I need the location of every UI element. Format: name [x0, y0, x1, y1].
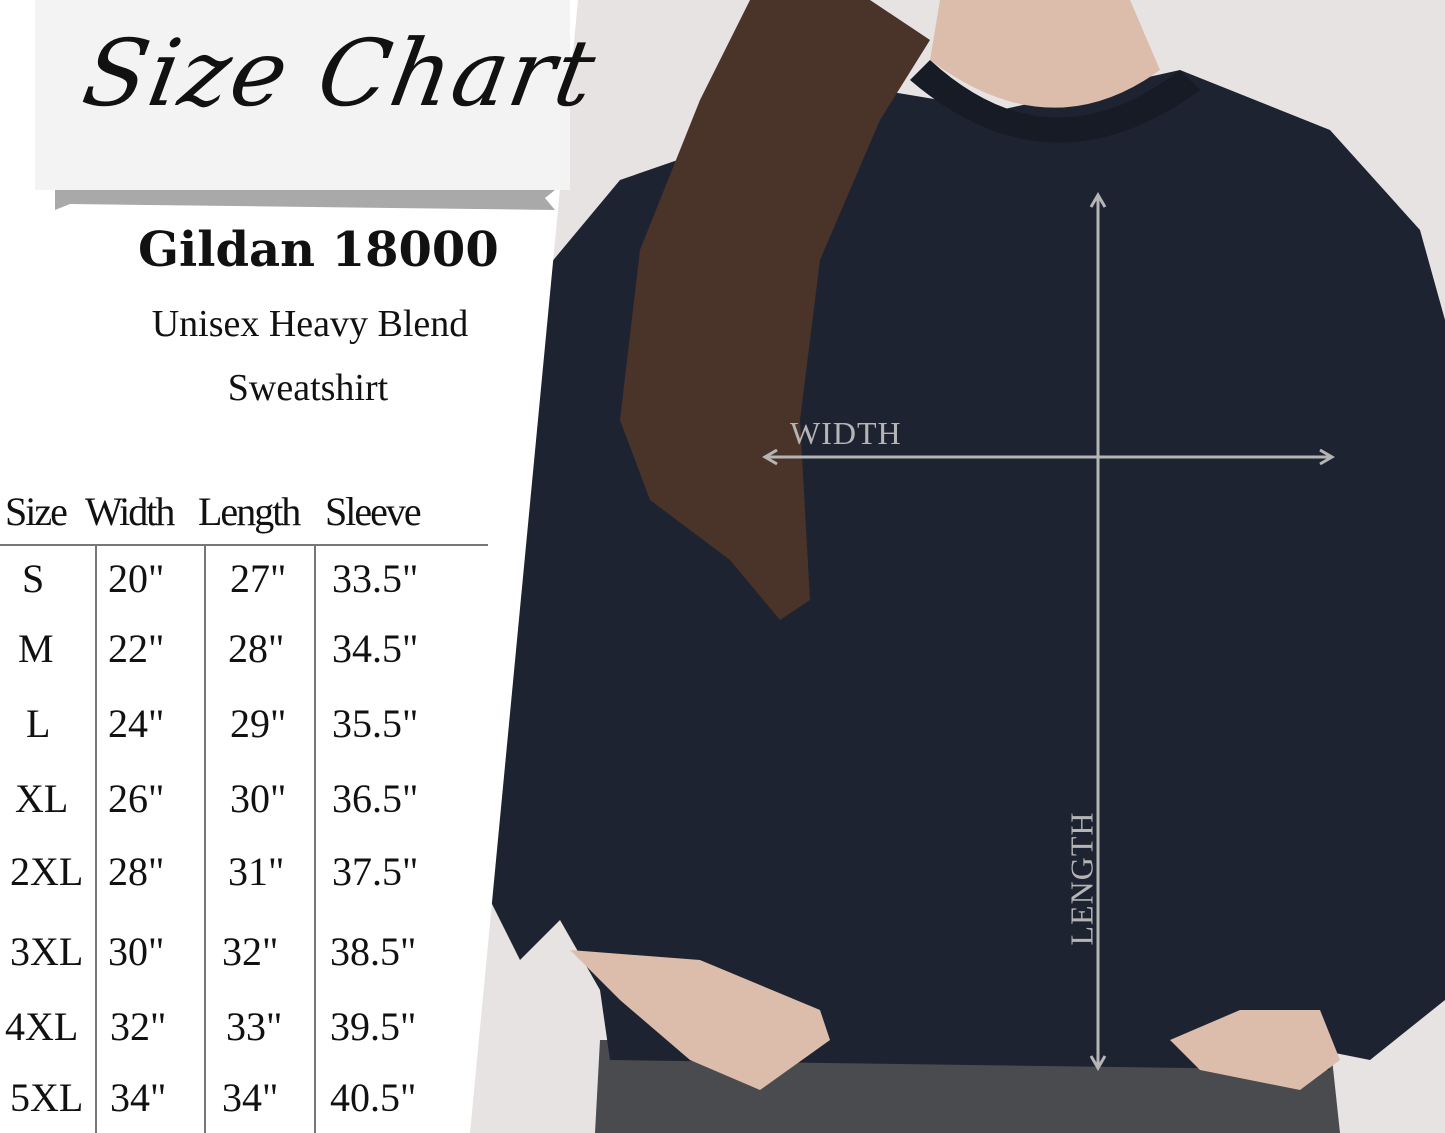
table-cell-width: 28"	[108, 849, 165, 894]
table-cell-sleeve: 34.5"	[332, 626, 419, 671]
length-label: LENGTH	[1063, 811, 1100, 946]
hair	[620, 0, 930, 620]
table-cell-width: 20"	[108, 556, 165, 601]
table-cell-length: 33"	[226, 1004, 283, 1049]
size-chart-title: Size Chart	[75, 20, 605, 127]
neck	[930, 0, 1160, 108]
table-cell-width: 24"	[108, 701, 165, 746]
table-cell-sleeve: 37.5"	[332, 849, 419, 894]
table-cell-width: 32"	[110, 1004, 167, 1049]
collar	[910, 60, 1200, 143]
table-cell-width: 22"	[108, 626, 165, 671]
table-cell-sleeve: 40.5"	[330, 1075, 417, 1120]
table-cell-length: 30"	[230, 776, 287, 821]
table-cell-width: 26"	[108, 776, 165, 821]
length-arrow	[1089, 192, 1107, 1071]
table-cell-size: 4XL	[5, 1004, 79, 1049]
width-arrow	[762, 448, 1335, 466]
title-banner	[35, 0, 570, 190]
table-cell-size: 3XL	[10, 929, 84, 974]
table-cell-size: XL	[15, 776, 69, 821]
table-header-divider	[0, 544, 488, 546]
table-cell-length: 31"	[228, 849, 285, 894]
product-subtitle-line2: Sweatshirt	[227, 367, 389, 409]
table-cell-sleeve: 39.5"	[330, 1004, 417, 1049]
banner-shadow	[55, 190, 555, 210]
table-cell-size: L	[26, 701, 51, 746]
product-subtitle-line1: Unisex Heavy Blend	[151, 303, 469, 345]
hand-right	[1170, 1010, 1340, 1090]
table-cell-sleeve: 33.5"	[332, 556, 419, 601]
product-name: Gildan 18000	[138, 222, 499, 278]
hand-left	[570, 950, 830, 1090]
table-cell-size: 5XL	[10, 1075, 84, 1120]
table-cell-sleeve: 38.5"	[330, 929, 417, 974]
table-cell-length: 34"	[222, 1075, 279, 1120]
table-cell-width: 30"	[108, 929, 165, 974]
table-cell-size: S	[22, 556, 45, 601]
table-cell-sleeve: 36.5"	[332, 776, 419, 821]
column-header-width: Width	[85, 489, 175, 534]
table-cell-length: 32"	[222, 929, 279, 974]
table-cell-size: M	[18, 626, 54, 671]
column-divider	[314, 545, 316, 1133]
column-divider	[204, 545, 206, 1133]
column-header-size: Size	[5, 489, 68, 534]
column-header-sleeve: Sleeve	[325, 489, 422, 534]
column-divider	[95, 545, 97, 1133]
table-cell-length: 28"	[228, 626, 285, 671]
width-label: WIDTH	[790, 415, 902, 451]
table-cell-length: 29"	[230, 701, 287, 746]
table-cell-length: 27"	[230, 556, 287, 601]
table-cell-width: 34"	[110, 1075, 167, 1120]
column-header-length: Length	[198, 489, 301, 534]
table-cell-sleeve: 35.5"	[332, 701, 419, 746]
table-cell-size: 2XL	[10, 849, 84, 894]
